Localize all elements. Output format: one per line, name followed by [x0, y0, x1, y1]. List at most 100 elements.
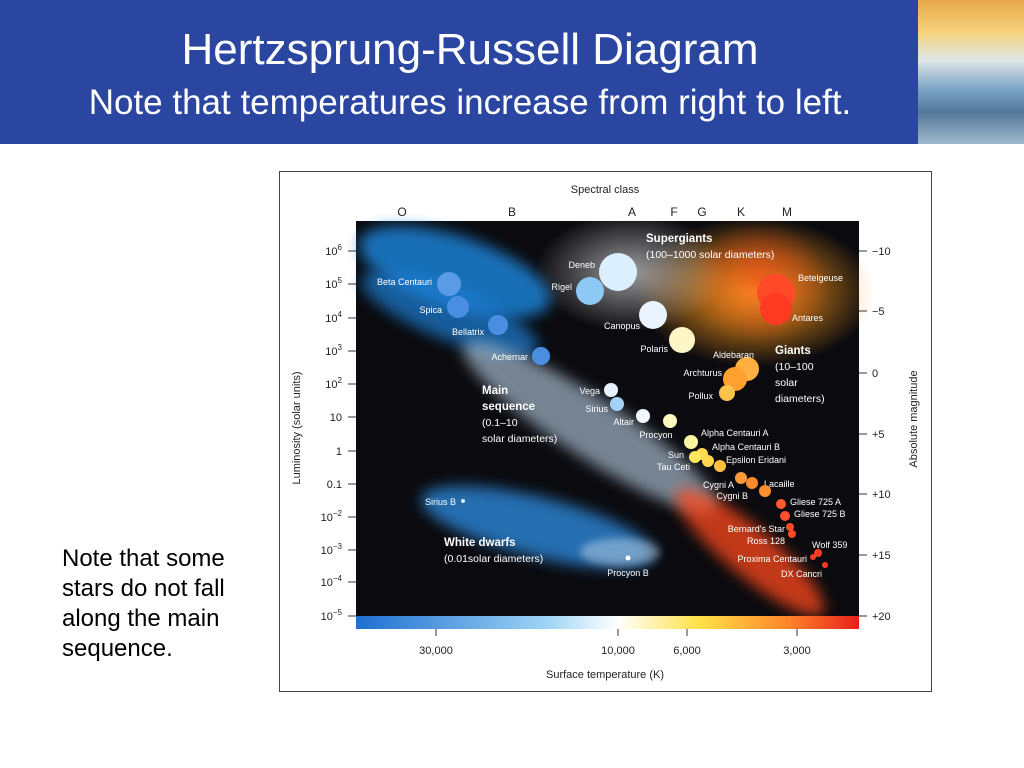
region-labels: Supergiants (100–1000 solar diameters) G…: [444, 233, 825, 565]
star-marker: [599, 253, 637, 291]
luminosity-tick-label: 10: [330, 412, 342, 424]
star-bernards-star: Bernard's Star: [728, 523, 794, 534]
spectral-class-label: B: [508, 205, 516, 219]
luminosity-tick-label: 103: [325, 343, 342, 358]
star-sirius-b: Sirius B: [425, 497, 465, 507]
slide-subtitle: Note that temperatures increase from rig…: [88, 83, 852, 122]
star-label: DX Cancri: [781, 569, 822, 579]
star-label: Ross 128: [747, 536, 785, 546]
star-label: Beta Centauri: [377, 277, 432, 287]
star-antares: Antares: [760, 293, 824, 325]
star-marker: [689, 451, 701, 463]
star-label: Procyon: [639, 430, 672, 440]
star-dx-cancri: DX Cancri: [781, 562, 828, 579]
star-rigel: Rigel: [551, 277, 604, 305]
stars: Beta Centauri Spica Bellatrix Achernar D…: [377, 253, 847, 579]
star-spica: Spica: [419, 296, 469, 318]
supergiants-title: Supergiants: [646, 233, 712, 245]
giants-title: Giants: [775, 345, 811, 357]
star-marker: [735, 472, 747, 484]
star-label: Alpha Centauri B: [712, 442, 780, 452]
star-marker: [702, 455, 714, 467]
star-marker: [776, 499, 786, 509]
star-label: Bernard's Star: [728, 524, 785, 534]
magnitude-tick-label: +20: [872, 611, 891, 623]
spectral-class-label: A: [628, 205, 636, 219]
star-marker: [719, 385, 735, 401]
star-marker: [759, 485, 771, 497]
star-label: Archturus: [683, 368, 722, 378]
temperature-tick-label: 10,000: [601, 645, 635, 657]
star-marker: [746, 477, 758, 489]
star-label: Sirius B: [425, 497, 456, 507]
star-label: Canopus: [604, 321, 641, 331]
magnitude-tick-label: 0: [872, 368, 878, 380]
star-achernar: Achernar: [491, 347, 550, 365]
star-beta-centauri: Beta Centauri: [377, 272, 461, 296]
white-dwarfs-desc: (0.01solar diameters): [444, 553, 543, 565]
star-deneb: Deneb: [568, 253, 637, 291]
spectral-class-label: F: [670, 205, 677, 219]
luminosity-tick-label: 102: [325, 376, 342, 391]
star-marker: [669, 327, 695, 353]
magnitude-ticks: −10 −5 0 +5 +10 +15 +20: [859, 246, 891, 623]
star-label: Cygni A: [703, 480, 734, 490]
spectral-class-label: K: [737, 205, 745, 219]
star-marker: [810, 554, 816, 560]
star-marker: [437, 272, 461, 296]
temperature-ticks: 30,000 10,000 6,000 3,000: [419, 629, 811, 657]
star-label: Pollux: [688, 391, 713, 401]
title-banner: Hertzsprung-Russell Diagram Note that te…: [0, 0, 1024, 144]
star-bellatrix: Bellatrix: [452, 315, 508, 337]
star-label: Aldebaran: [713, 350, 754, 360]
star-marker: [576, 277, 604, 305]
star-alpha-centauri-a: Alpha Centauri A: [684, 428, 769, 449]
temperature-color-bar: [356, 616, 859, 629]
star-label: Sirius: [585, 404, 608, 414]
temperature-tick-label: 3,000: [783, 645, 811, 657]
star-label: Proxima Centauri: [737, 554, 807, 564]
star-proxima-centauri: Proxima Centauri: [737, 554, 816, 564]
star-marker: [488, 315, 508, 335]
star-marker: [639, 301, 667, 329]
temperature-tick-label: 6,000: [673, 645, 701, 657]
star-marker: [822, 562, 828, 568]
star-label: Gliese 725 A: [790, 497, 841, 507]
star-procyon: Procyon: [639, 414, 677, 440]
star-marker: [780, 511, 790, 521]
magnitude-tick-label: +15: [872, 550, 891, 562]
magnitude-tick-label: +10: [872, 489, 891, 501]
luminosity-tick-label: 10−3: [321, 542, 343, 557]
star-label: Gliese 725 B: [794, 509, 846, 519]
star-marker: [788, 530, 796, 538]
giants-desc: solar: [775, 377, 798, 389]
star-label: Antares: [792, 313, 824, 323]
white-dwarfs-title: White dwarfs: [444, 537, 516, 549]
star-vega: Vega: [579, 383, 618, 397]
star-label: Sun: [668, 450, 684, 460]
luminosity-tick-label: 0.1: [327, 479, 342, 491]
star-marker: [625, 555, 631, 561]
slide-title: Hertzsprung-Russell Diagram: [181, 25, 759, 74]
luminosity-tick-label: 10−2: [321, 509, 343, 524]
main-sequence-desc: solar diameters): [482, 433, 557, 445]
luminosity-tick-label: 106: [325, 243, 342, 258]
header-landscape-photo: [918, 0, 1024, 144]
star-wolf-359: Wolf 359: [812, 540, 847, 557]
main-sequence-title: Main: [482, 385, 508, 397]
star-marker: [684, 435, 698, 449]
top-axis-title: Spectral class: [571, 184, 640, 196]
star-label: Epsilon Eridani: [726, 455, 786, 465]
star-marker: [532, 347, 550, 365]
star-marker: [723, 367, 747, 391]
magnitude-tick-label: −10: [872, 246, 891, 258]
main-sequence-title: sequence: [482, 401, 535, 413]
star-sun: Sun: [668, 450, 701, 463]
luminosity-tick-label: 105: [325, 276, 342, 291]
star-label: Vega: [579, 386, 600, 396]
giants-desc: (10–100: [775, 361, 814, 373]
hr-diagram-svg: Spectral class Surface temperature (K) L…: [291, 184, 920, 681]
star-lacaille: Lacaille: [746, 477, 795, 489]
star-label: Polaris: [640, 344, 668, 354]
right-axis-title: Absolute magnitude: [908, 370, 920, 467]
